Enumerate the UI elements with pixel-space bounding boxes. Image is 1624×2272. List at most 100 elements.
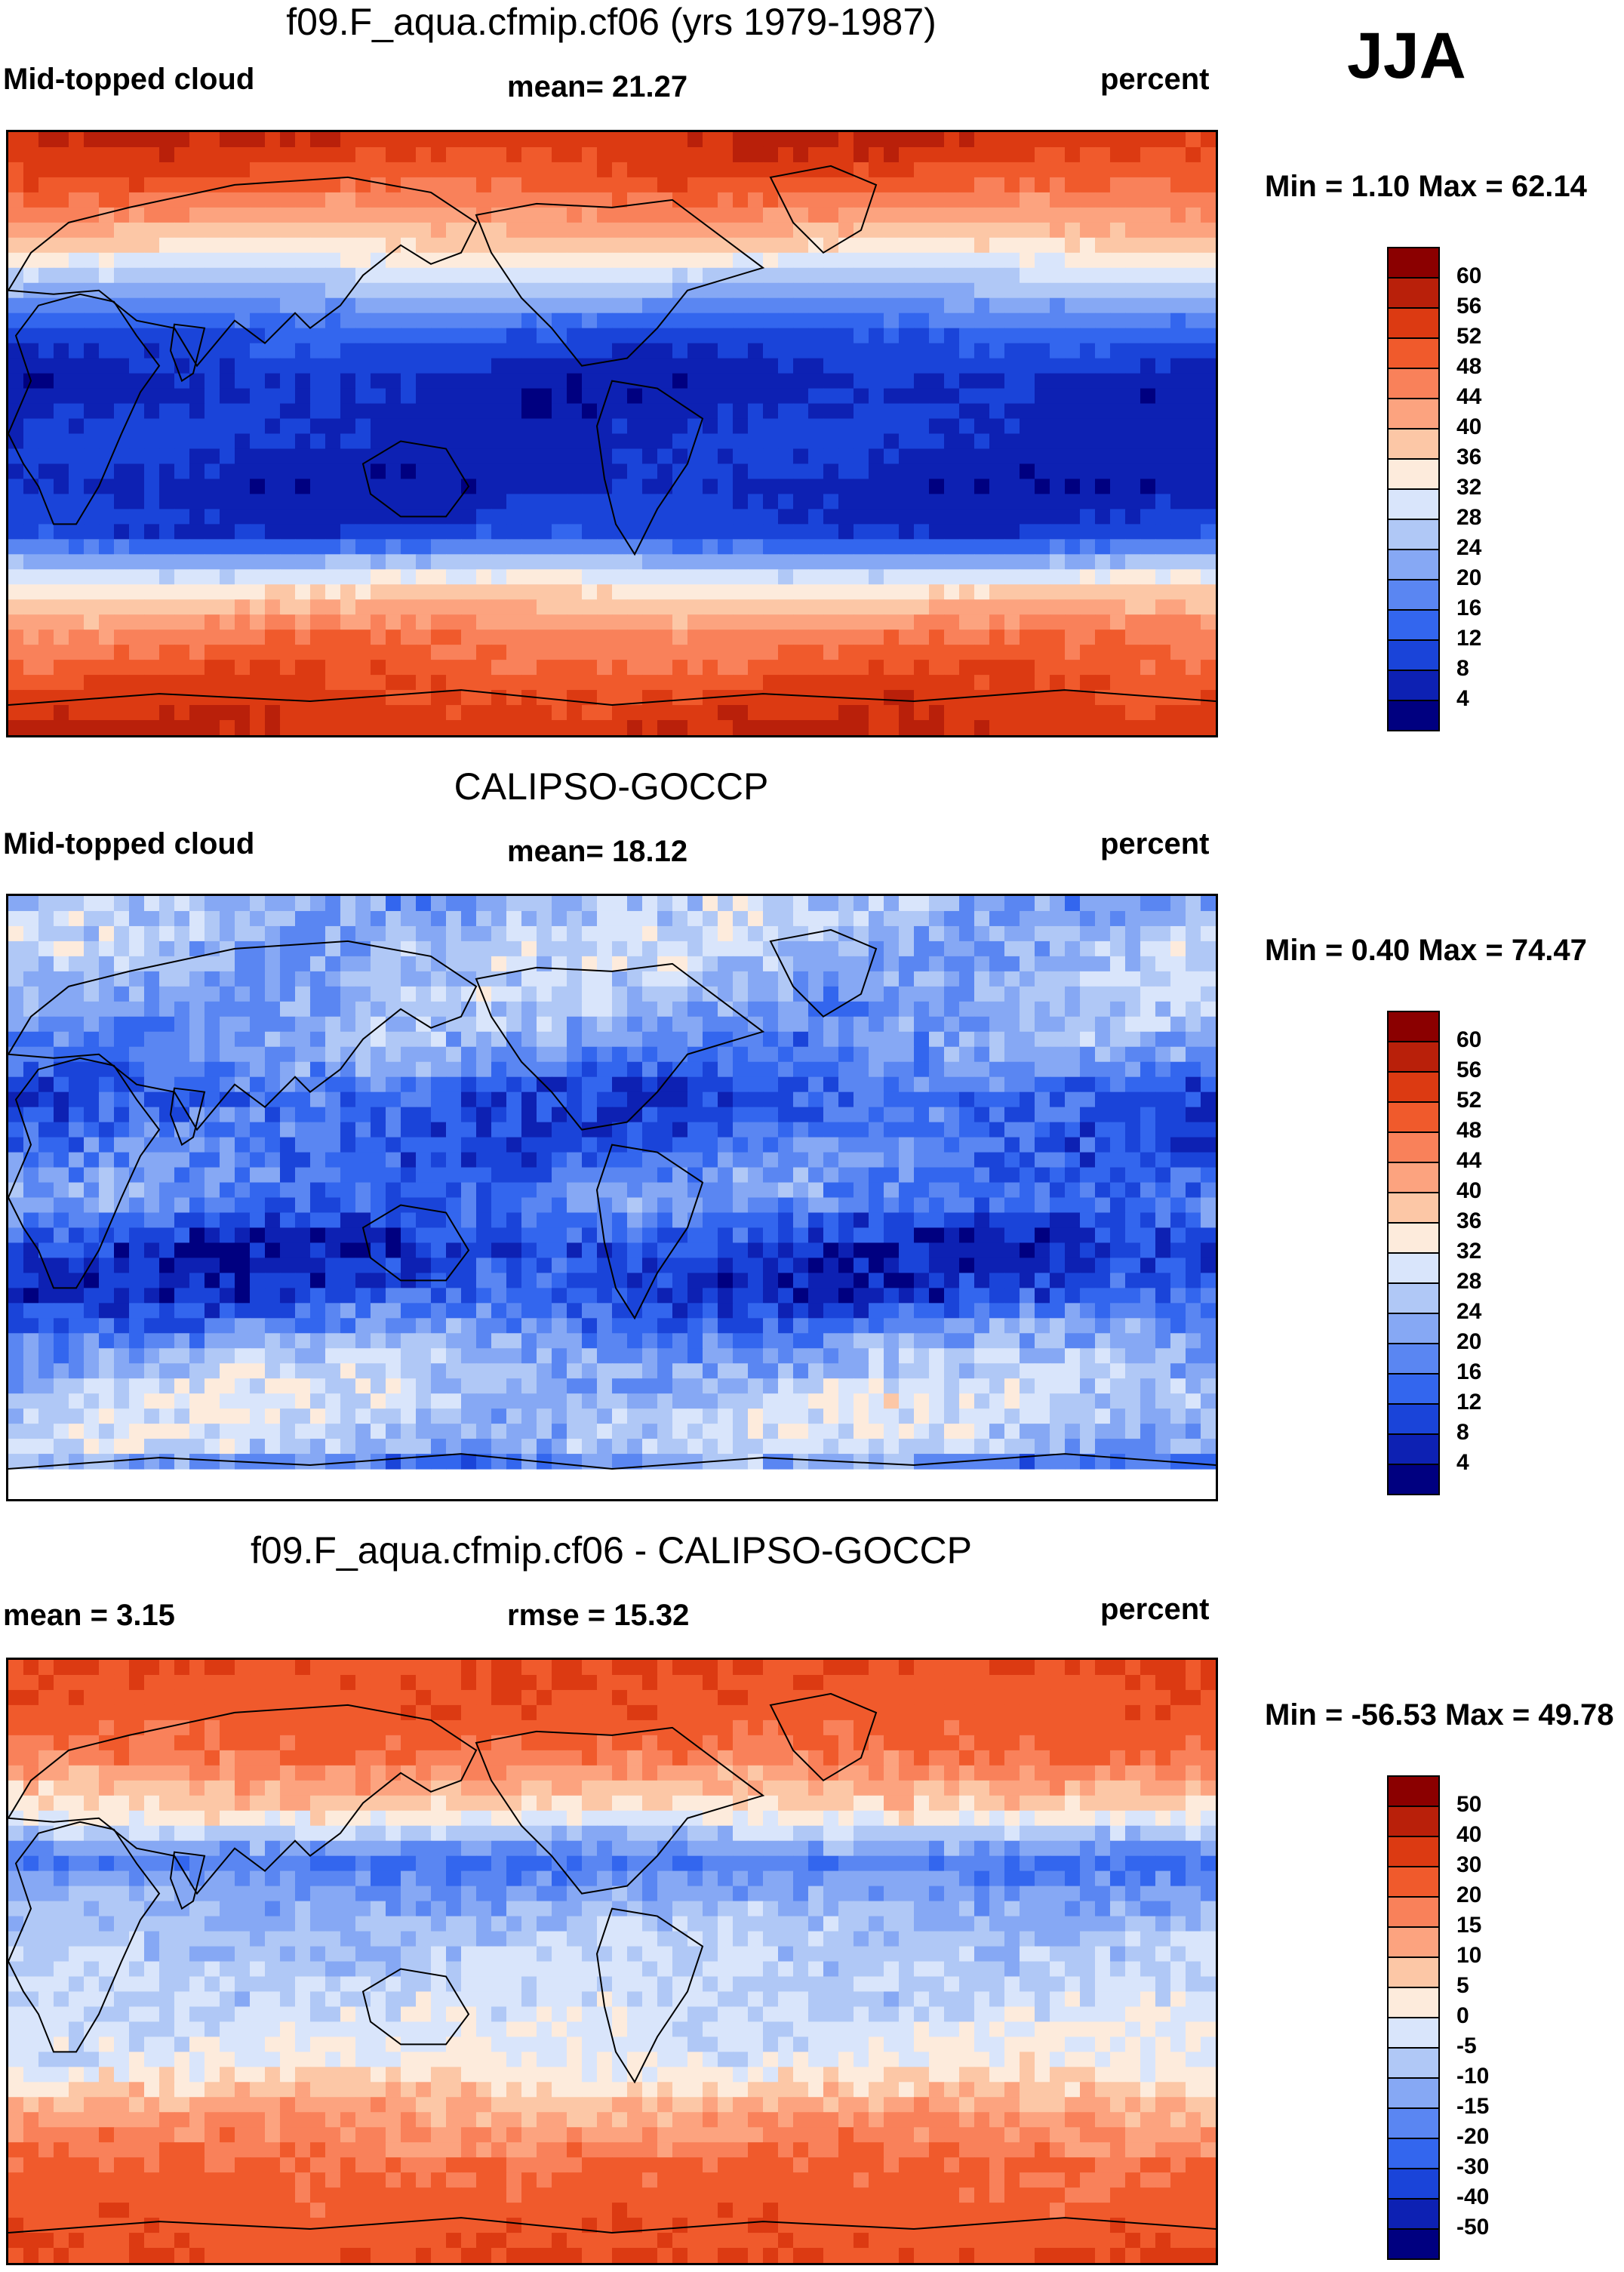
- field-cell: [174, 418, 190, 435]
- field-cell: [220, 433, 235, 450]
- field-cell: [521, 1137, 537, 1153]
- field-cell: [521, 479, 537, 494]
- field-cell: [265, 941, 281, 957]
- field-cell: [718, 1046, 734, 1063]
- field-cell: [99, 910, 115, 927]
- field-cell: [476, 252, 492, 269]
- field-cell: [416, 479, 432, 494]
- field-cell: [205, 373, 220, 389]
- field-cell: [642, 132, 658, 148]
- field-cell: [884, 312, 900, 329]
- field-cell: [235, 986, 251, 1002]
- field-cell: [687, 177, 703, 193]
- field-cell: [672, 660, 688, 676]
- field-cell: [763, 177, 779, 193]
- field-cell: [687, 222, 703, 239]
- field-cell: [763, 720, 779, 735]
- field-cell: [461, 177, 477, 193]
- field-cell: [854, 388, 869, 405]
- field-cell: [8, 252, 24, 269]
- field-cell: [914, 358, 930, 374]
- field-cell: [718, 237, 734, 254]
- field-cell: [1095, 1182, 1111, 1199]
- field-cell: [174, 925, 190, 942]
- field-cell: [8, 1152, 24, 1168]
- field-cell: [1170, 554, 1186, 570]
- field-cell: [1110, 373, 1126, 389]
- field-cell: [989, 539, 1005, 555]
- field-cell: [1155, 614, 1171, 630]
- field-cell: [1125, 403, 1141, 420]
- field-cell: [401, 1167, 417, 1184]
- field-cell: [612, 705, 628, 721]
- field-cell: [23, 1197, 39, 1214]
- field-cell: [38, 267, 54, 284]
- field-cell: [1050, 1001, 1066, 1017]
- field-cell: [672, 1076, 688, 1093]
- field-cell: [8, 1197, 24, 1214]
- field-cell: [718, 146, 734, 163]
- field-cell: [521, 1091, 537, 1108]
- field-cell: [235, 418, 251, 435]
- field-cell: [582, 162, 598, 178]
- field-cell: [355, 1016, 371, 1033]
- colorbar-tick-label: 32: [1456, 475, 1482, 500]
- field-cell: [823, 1091, 839, 1108]
- field-cell: [1186, 146, 1201, 163]
- field-cell: [1020, 1182, 1035, 1199]
- field-cell: [627, 1001, 643, 1017]
- field-cell: [989, 690, 1005, 706]
- field-cell: [38, 630, 54, 645]
- field-cell: [929, 162, 945, 178]
- field-cell: [687, 956, 703, 972]
- field-cell: [1065, 675, 1081, 691]
- field-cell: [23, 1182, 39, 1199]
- field-cell: [280, 986, 296, 1002]
- field-cell: [476, 1107, 492, 1123]
- field-cell: [793, 463, 809, 480]
- field-cell: [1080, 584, 1096, 600]
- field-cell: [1155, 343, 1171, 359]
- field-cell: [401, 463, 417, 480]
- field-cell: [491, 1046, 507, 1063]
- field-cell: [205, 282, 220, 299]
- field-cell: [371, 1016, 386, 1033]
- field-cell: [99, 1091, 115, 1108]
- field-cell: [1186, 373, 1201, 389]
- field-cell: [959, 941, 975, 957]
- field-cell: [235, 660, 251, 676]
- field-cell: [597, 418, 613, 435]
- field-cell: [371, 1182, 386, 1199]
- field-cell: [325, 630, 341, 645]
- field-cell: [733, 1001, 749, 1017]
- field-cell: [295, 524, 311, 540]
- field-cell: [1140, 162, 1156, 178]
- field-cell: [521, 614, 537, 630]
- field-cell: [99, 177, 115, 193]
- field-cell: [340, 645, 356, 660]
- field-cell: [537, 720, 552, 735]
- field-cell: [1155, 162, 1171, 178]
- field-cell: [597, 328, 613, 344]
- field-cell: [1080, 207, 1096, 223]
- field-cell: [1004, 358, 1020, 374]
- field-cell: [567, 1122, 583, 1138]
- field-cell: [974, 1137, 990, 1153]
- field-cell: [778, 146, 794, 163]
- field-cell: [401, 1076, 417, 1093]
- field-cell: [144, 1091, 160, 1108]
- field-cell: [189, 312, 205, 329]
- field-cell: [189, 1182, 205, 1199]
- field-cell: [838, 675, 854, 691]
- field-cell: [401, 910, 417, 927]
- field-cell: [1201, 986, 1216, 1002]
- field-cell: [1125, 720, 1141, 735]
- field-cell: [235, 358, 251, 374]
- field-cell: [1201, 433, 1216, 450]
- field-cell: [114, 418, 130, 435]
- field-cell: [763, 132, 779, 148]
- field-cell: [476, 630, 492, 645]
- field-cell: [235, 328, 251, 344]
- field-cell: [1035, 554, 1050, 570]
- field-cell: [657, 463, 673, 480]
